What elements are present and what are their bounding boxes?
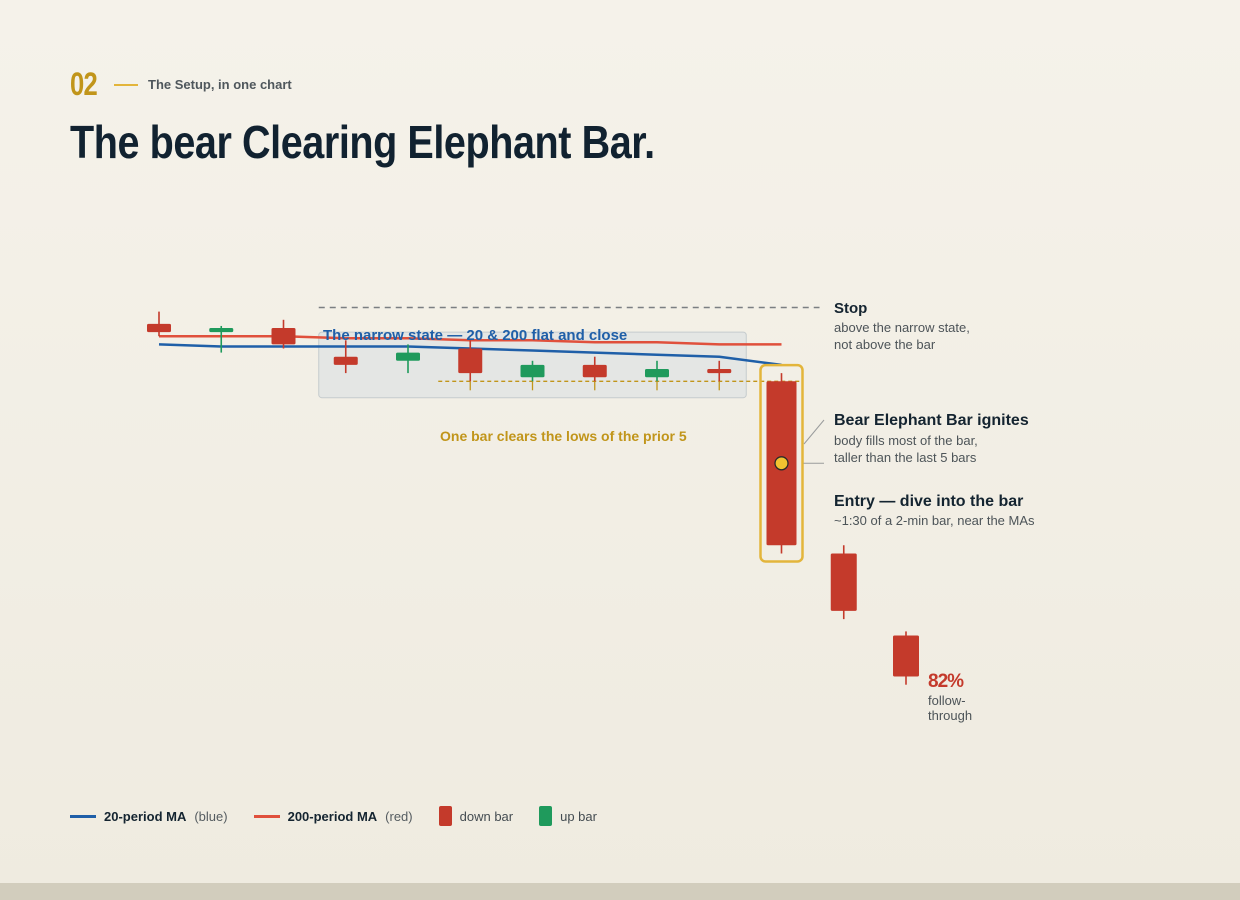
entry-title: Entry — dive into the bar [834, 493, 1023, 510]
entry-marker [774, 456, 789, 471]
eyebrow-text: The Setup, in one chart [148, 77, 292, 92]
legend-label: up bar [560, 808, 597, 824]
followthrough-note: follow- [928, 693, 966, 708]
up-candle [209, 328, 234, 333]
legend-note: (blue) [194, 808, 228, 824]
legend-item-ma200: 200-period MA (red) [253, 808, 413, 824]
stop-title: Stop [834, 300, 867, 317]
legend-swatch [70, 814, 96, 818]
legend-swatch [253, 814, 280, 818]
legend-item-down: down bar [438, 806, 514, 826]
eyebrow-rule [114, 83, 138, 86]
ignite-title: Bear Elephant Bar ignites [834, 412, 1029, 429]
down-candle [147, 323, 171, 333]
narrow-state-label: The narrow state — 20 & 200 flat and clo… [323, 327, 627, 344]
followthrough-note: through [928, 708, 972, 723]
legend-label: down bar [459, 808, 514, 824]
legend-note: (red) [385, 808, 413, 824]
up-candle [645, 369, 669, 378]
down-candle [707, 369, 732, 374]
up-candle [396, 352, 420, 361]
followthrough-pct: 82% [928, 671, 964, 692]
candlestick-chart: The narrow state — 20 & 200 flat and clo… [147, 300, 1035, 723]
ignite-connector [803, 419, 825, 445]
entry-note: ~1:30 of a 2-min bar, near the MAs [834, 513, 1035, 528]
legend-item-up: up bar [539, 806, 597, 826]
page-title: The bear Clearing Elephant Bar. [70, 116, 655, 168]
legend-label: 20-period MA [104, 808, 187, 824]
section-number: 02 [70, 66, 98, 102]
bottom-strip [0, 883, 1240, 900]
down-candle [333, 356, 358, 365]
legend-label: 200-period MA [287, 808, 378, 824]
clears-lows-label: One bar clears the lows of the prior 5 [440, 428, 687, 444]
legend-item-ma20: 20-period MA (blue) [70, 809, 228, 824]
down-candle [458, 348, 483, 374]
down-candle [582, 364, 607, 378]
up-candle [520, 364, 545, 378]
down-candle [271, 328, 296, 345]
chart-legend: 20-period MA (blue) 200-period MA (red) down… [70, 806, 623, 826]
ignite-note: taller than the last 5 bars [834, 450, 977, 465]
stop-note: above the narrow state, [834, 320, 970, 335]
stop-note: not above the bar [834, 337, 936, 352]
down-candle [830, 553, 857, 611]
eyebrow: 02 The Setup, in one chart [70, 66, 750, 103]
legend-swatch [438, 806, 452, 826]
ignite-note: body fills most of the bar, [834, 433, 978, 448]
down-candle [893, 635, 919, 677]
elephant-bar-highlight [759, 363, 804, 563]
header: 02 The Setup, in one chart The bear Clea… [70, 66, 750, 169]
legend-swatch [539, 806, 553, 826]
